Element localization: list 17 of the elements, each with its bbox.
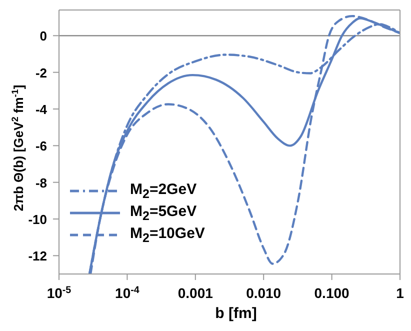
legend-label: M$_{2}$=5GeV <box>130 203 197 223</box>
y-tick-label: -2 <box>35 65 47 80</box>
y-tick-label: -8 <box>35 175 47 190</box>
x-tick-label: 0.010 <box>246 285 282 301</box>
y-tick-label: -4 <box>35 102 48 117</box>
x-tick-label: 1 <box>396 285 404 301</box>
y-tick-label: -12 <box>28 248 47 264</box>
x-tick-label: 0.100 <box>314 285 350 301</box>
legend-label: M$_{2}$=2GeV <box>130 181 197 201</box>
x-axis-title: b [fm] <box>215 305 257 322</box>
legend-label: M$_{2}$=10GeV <box>130 225 205 245</box>
x-tick-label: 10$^{-5}$ <box>46 284 72 301</box>
x-tick-label: 0.001 <box>178 285 214 301</box>
y-tick-label: -6 <box>35 138 47 154</box>
y-tick-label: -10 <box>28 212 47 227</box>
x-tick-label: 10$^{-4}$ <box>115 284 140 301</box>
y-tick-label: 0 <box>40 28 47 44</box>
